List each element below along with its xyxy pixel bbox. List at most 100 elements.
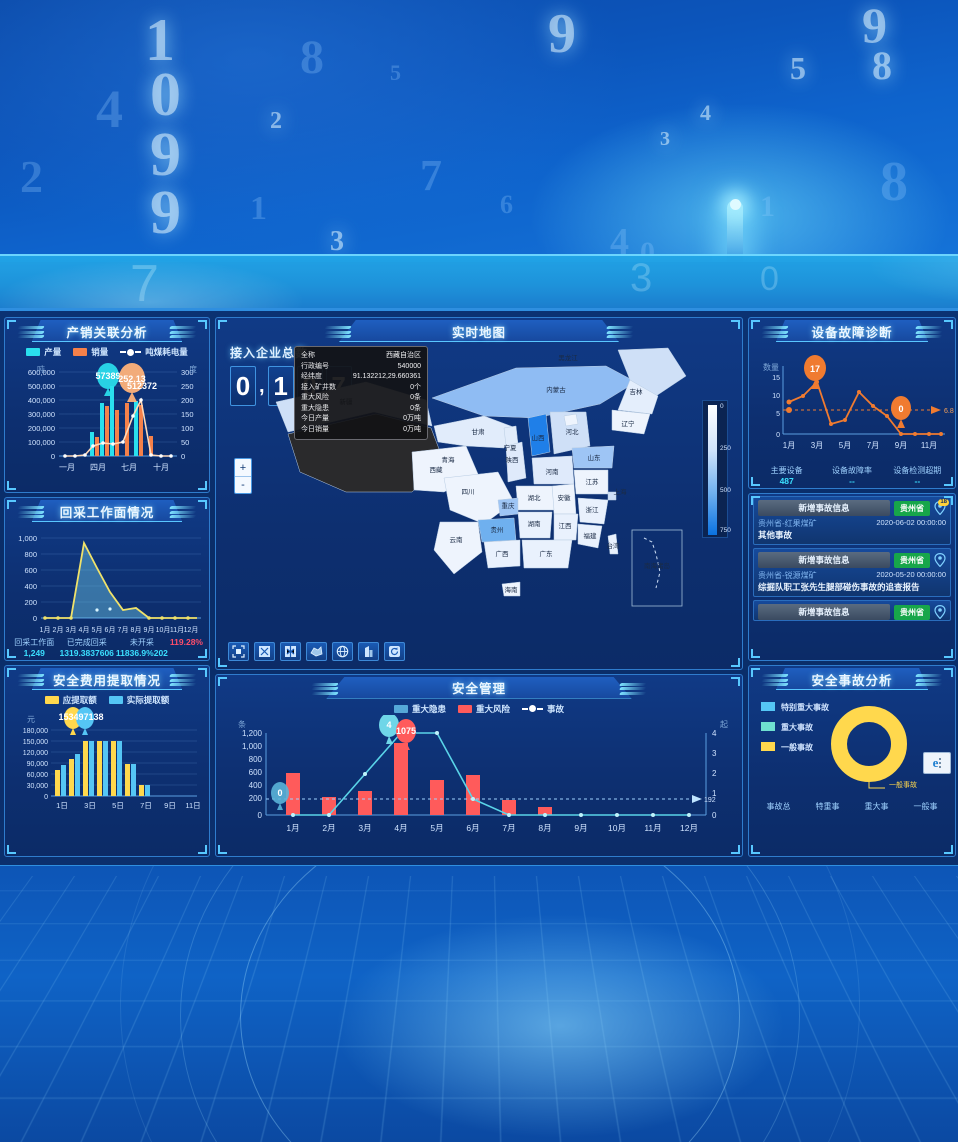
map-toolbar[interactable] — [228, 641, 405, 661]
legend-item-sales[interactable]: 销量 — [73, 346, 108, 358]
legend-item-accident[interactable]: 事故 — [522, 703, 564, 715]
svg-text:800: 800 — [24, 550, 37, 559]
map-pin-icon[interactable]: 18 — [934, 499, 949, 515]
chart-accident-analysis[interactable]: 特别重大事故 重大事故 一般事故 一般事故 — [749, 692, 956, 800]
panel-title-equipment-fault: 设备故障诊断 — [761, 320, 943, 342]
middle-column: 实时地图 接入企业总数 0 , 1 0 7 + - — [215, 317, 743, 857]
list-item[interactable]: 新增事故信息 贵州省 — [753, 600, 951, 621]
title-slash-left-icon — [761, 672, 789, 686]
stat-cell: 设备故障率 -- — [820, 465, 883, 486]
tooltip-key: 今日销量 — [301, 425, 329, 433]
stat-cell: 设备检测超期 -- — [886, 465, 949, 486]
svg-text:600,000: 600,000 — [28, 368, 55, 377]
shrink-icon[interactable] — [280, 641, 301, 661]
globe-icon[interactable] — [332, 641, 353, 661]
chart-bar-icon[interactable] — [358, 641, 379, 661]
svg-text:200: 200 — [181, 396, 194, 405]
map-zoom-in-button[interactable]: + — [239, 461, 247, 474]
svg-text:1,000: 1,000 — [18, 534, 37, 543]
accident-card-header: 新增事故信息 贵州省 — [758, 552, 946, 568]
axis-unit-right: 起 — [720, 719, 728, 729]
svg-text:吉林: 吉林 — [630, 387, 644, 396]
tooltip-row: 重大隐患 0条 — [301, 404, 421, 415]
province-badge: 贵州省 — [894, 552, 930, 568]
stat-value: -- — [914, 476, 921, 486]
stat-key: 设备故障率 — [831, 466, 872, 475]
donut-ring[interactable] — [831, 706, 907, 782]
axis-unit-left: 元 — [27, 715, 35, 724]
chart-safety-management[interactable]: 1,200 1,000 800 600 400 200 0 4 3 2 1 0 — [216, 714, 743, 839]
svg-text:浙江: 浙江 — [586, 505, 600, 514]
legend-production-sales: 产量 销量 吨煤耗电量 — [5, 346, 209, 358]
legend-label: 销量 — [91, 347, 109, 357]
chart-production-sales[interactable]: 600,000 500,000 400,000 300,000 200,000 100… — [5, 358, 210, 476]
map-pin-icon[interactable] — [934, 553, 946, 567]
svg-text:5月: 5月 — [839, 441, 851, 450]
legend-label: 产量 — [44, 347, 62, 357]
panel-mining-face: 回采工作面情况 1,000 800 600 400 200 0 — [4, 497, 210, 661]
panel-title-text: 安全费用提取情况 — [52, 673, 161, 688]
select-box-icon[interactable] — [228, 641, 249, 661]
svg-text:8月: 8月 — [538, 823, 551, 833]
panel-realtime-map: 实时地图 接入企业总数 0 , 1 0 7 + - — [215, 317, 743, 670]
svg-text:11月: 11月 — [921, 441, 937, 450]
list-item[interactable]: 新增事故信息 贵州省 18 贵州省-红果煤矿 2020-06-02 00:00:… — [753, 496, 951, 545]
tooltip-row: 行政编号 540000 — [301, 362, 421, 373]
svg-text:山西: 山西 — [532, 433, 546, 442]
map-zoom-out-button[interactable]: - — [235, 476, 251, 493]
legend-item-output[interactable]: 产量 — [26, 346, 61, 358]
accident-card-header: 新增事故信息 贵州省 — [758, 604, 946, 620]
stat-value: 119.28% — [169, 637, 203, 647]
expand-icon[interactable] — [254, 641, 275, 661]
svg-text:内蒙古: 内蒙古 — [546, 385, 566, 394]
legend-item-power[interactable]: 吨煤耗电量 — [120, 346, 188, 358]
tooltip-row: 接入矿井数 0个 — [301, 383, 421, 394]
svg-text:6月: 6月 — [105, 626, 116, 634]
accident-list[interactable]: 新增事故信息 贵州省 18 贵州省-红果煤矿 2020-06-02 00:00:… — [749, 494, 955, 623]
balloon-power: 252.13 — [118, 363, 146, 402]
chart-mining-face[interactable]: 1,000 800 600 400 200 0 1月 2月 3月 4月 5月 6月 — [5, 526, 210, 636]
svg-text:四月: 四月 — [90, 463, 106, 472]
balloon-output: 57389 — [95, 363, 121, 396]
province-badge: 贵州省 — [894, 604, 930, 620]
pin-badge: 18 — [938, 499, 949, 506]
svg-text:四川: 四川 — [462, 488, 475, 496]
map-pin-icon[interactable] — [934, 605, 946, 619]
map-zoom-control[interactable]: + - — [234, 458, 252, 494]
svg-text:180,000: 180,000 — [23, 728, 48, 735]
donut-legend: 特别重大事故 重大事故 一般事故 — [761, 702, 830, 752]
balloon-hazard-zero: 0 — [271, 781, 289, 810]
svg-text:8月: 8月 — [131, 626, 142, 634]
balloon-risk-max: 1075 — [396, 718, 416, 750]
stat-key: 设备检测超期 — [893, 466, 942, 475]
chart-safety-fee[interactable]: 180,000 150,000 120,000 90,000 60,000 30,00… — [5, 706, 210, 810]
light-beam — [727, 200, 743, 262]
panel-title-text: 安全事故分析 — [811, 673, 893, 688]
panel-title-mining-face: 回采工作面情况 — [16, 500, 198, 522]
stat-value: 11836.9%202 — [115, 648, 168, 658]
legend-label: 一般事故 — [781, 742, 814, 752]
legend-item-major-risk[interactable]: 重大风险 — [457, 703, 510, 715]
tooltip-row: 经纬度 91.132212,29.660361 — [301, 372, 421, 383]
region-icon[interactable] — [306, 641, 327, 661]
title-slash-left-icon — [761, 324, 789, 338]
refresh-icon[interactable] — [384, 641, 405, 661]
tooltip-value: 91.132212,29.660361 — [352, 373, 421, 380]
browser-compat-icon[interactable]: e — [923, 752, 951, 774]
title-slash-left-icon — [324, 324, 352, 338]
title-slash-left-icon — [311, 681, 340, 694]
svg-text:9月: 9月 — [144, 626, 155, 634]
svg-text:七月: 七月 — [121, 463, 137, 472]
tooltip-key: 经纬度 — [301, 373, 322, 380]
panel-title-realtime-map: 实时地图 — [324, 320, 634, 342]
legend-item-actual[interactable]: 实际提取额 — [108, 694, 169, 706]
balloon-value: 252.13 — [118, 374, 146, 384]
chart-equipment-fault[interactable]: 15 10 5 0 6.8 17 — [749, 346, 956, 464]
mine-name: 贵州省-锐源煤矿 — [758, 571, 817, 580]
tooltip-value: 540000 — [397, 362, 421, 370]
legend-item-due[interactable]: 应提取额 — [44, 694, 97, 706]
stat-key: 特重事 — [815, 802, 840, 811]
tooltip-key: 今日产量 — [301, 415, 329, 422]
list-item[interactable]: 新增事故信息 贵州省 贵州省-锐源煤矿 2020-05-20 00:00:00 … — [753, 548, 951, 597]
legend-item-major-hazard[interactable]: 重大隐患 — [393, 703, 446, 715]
